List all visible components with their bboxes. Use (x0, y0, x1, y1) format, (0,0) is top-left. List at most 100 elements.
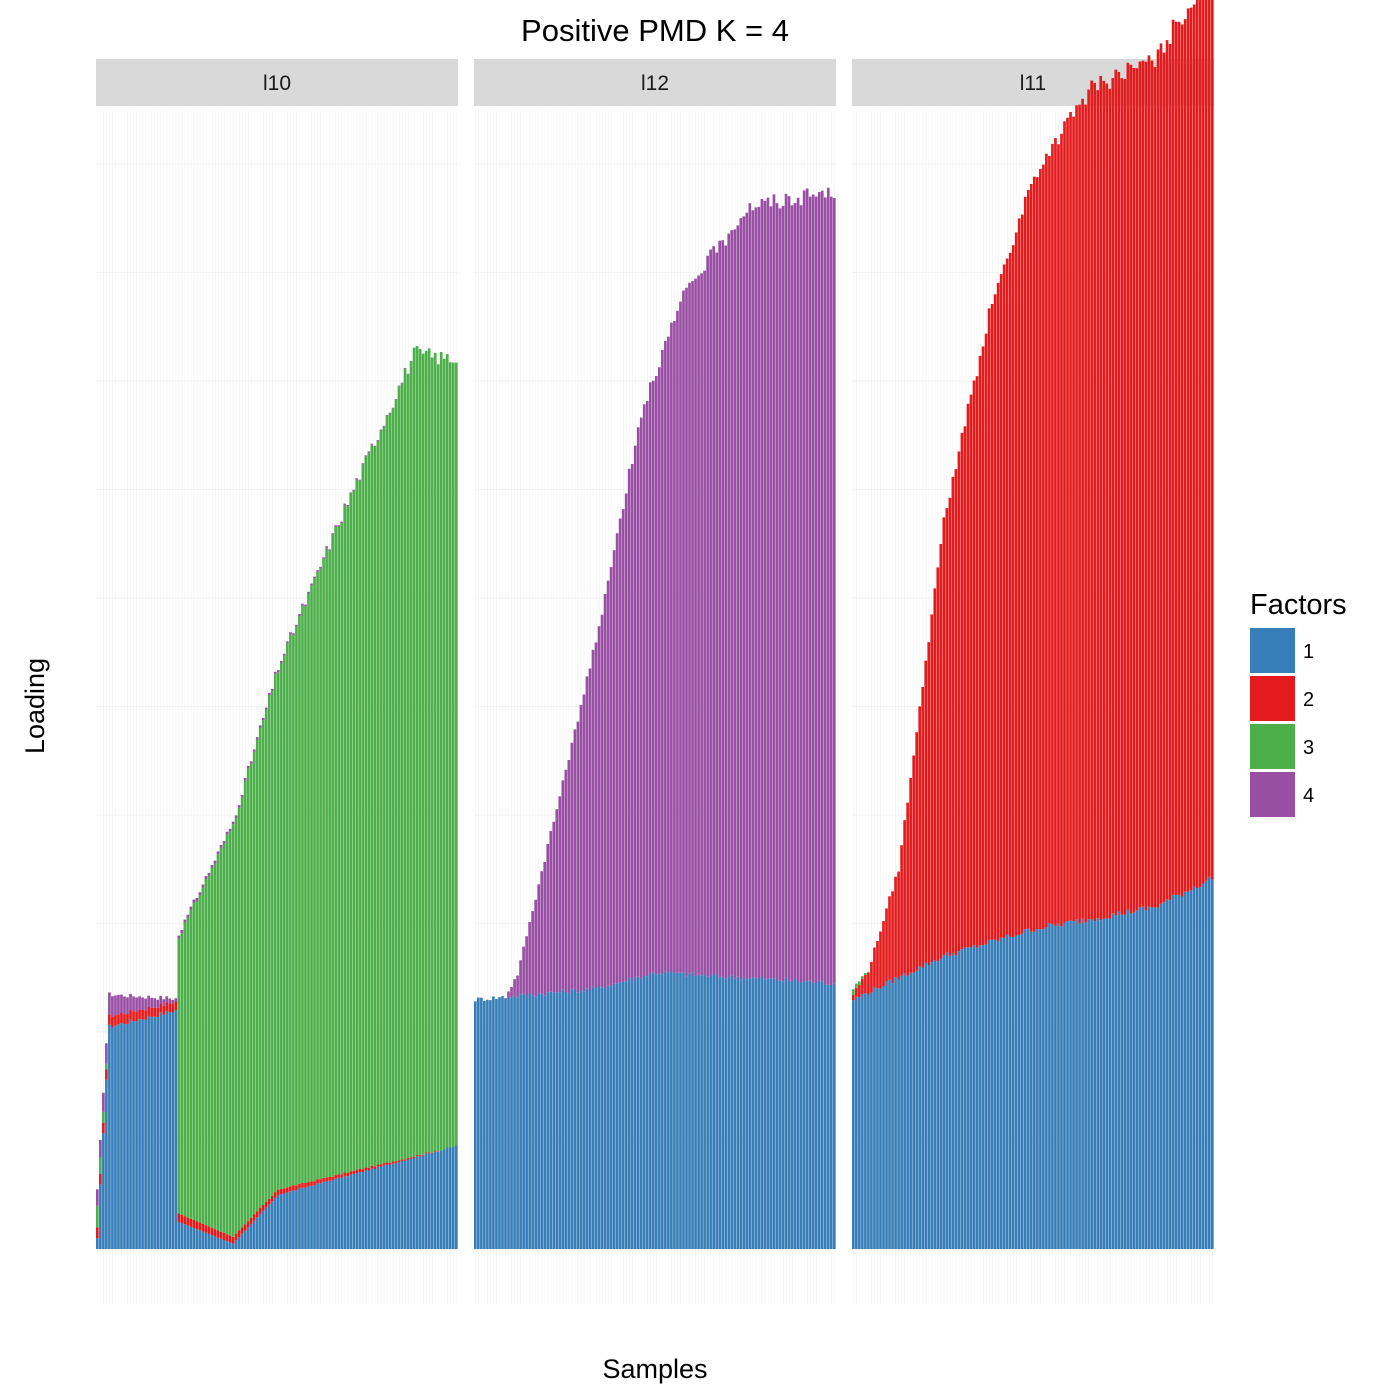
bar-segment-factor-4 (736, 225, 740, 977)
bar-segment-factor-4 (159, 995, 163, 1004)
bar-segment-factor-2 (1186, 8, 1190, 892)
bar-segment-factor-2 (1198, 0, 1202, 888)
bar-segment-factor-2 (286, 1187, 289, 1193)
bar-segment-factor-2 (1054, 138, 1057, 926)
bar-segment-factor-4 (150, 997, 153, 1008)
bar-segment-factor-1 (171, 1012, 175, 1249)
bar-segment-factor-1 (999, 937, 1003, 1249)
bar-segment-factor-3 (325, 547, 328, 1178)
bar-segment-factor-1 (412, 1157, 416, 1249)
bar-segment-factor-1 (900, 975, 903, 1249)
bar-segment-factor-4 (633, 445, 637, 978)
bar-segment-factor-4 (709, 249, 712, 975)
bar-segment-factor-3 (189, 909, 193, 1219)
bar-segment-factor-3 (198, 895, 202, 1223)
bar-segment-factor-2 (1075, 105, 1078, 920)
bar-segment-factor-4 (264, 707, 268, 710)
bar-segment-factor-4 (252, 749, 256, 752)
bar-segment-factor-2 (400, 1159, 404, 1161)
bar-segment-factor-1 (267, 1204, 271, 1249)
bar-segment-factor-1 (1090, 919, 1093, 1249)
bar-segment-factor-2 (912, 755, 915, 973)
bar-segment-factor-4 (739, 218, 743, 981)
bar-segment-factor-1 (99, 1184, 102, 1249)
bar-segment-factor-3 (273, 673, 277, 1193)
bar-segment-factor-1 (1183, 891, 1187, 1249)
bar-segment-factor-2 (261, 1204, 265, 1211)
bar-segment-factor-1 (558, 992, 562, 1249)
bar-segment-factor-4 (751, 210, 755, 978)
bar-segment-factor-2 (108, 1014, 111, 1025)
bar-segment-factor-1 (996, 941, 1000, 1249)
bar-segment-factor-1 (261, 1210, 265, 1249)
bar-segment-factor-1 (1126, 909, 1130, 1249)
bar-segment-factor-2 (391, 1161, 395, 1164)
bar-segment-factor-3 (183, 922, 187, 1217)
bar-segment-factor-1 (322, 1181, 325, 1249)
bar-segment-factor-2 (1204, 0, 1208, 881)
bar-segment-factor-2 (948, 497, 952, 956)
bar-segment-factor-2 (969, 394, 973, 948)
bar-segment-factor-2 (963, 426, 967, 948)
bar-segment-factor-2 (147, 1006, 150, 1016)
bar-segment-factor-4 (510, 986, 513, 998)
bar-segment-factor-1 (1177, 894, 1181, 1249)
bar-segment-factor-1 (811, 982, 815, 1249)
bar-segment-factor-4 (388, 412, 392, 414)
bar-segment-factor-1 (358, 1171, 362, 1249)
legend-title: Factors (1250, 589, 1347, 621)
bar-segment-factor-1 (778, 980, 782, 1249)
bar-segment-factor-2 (1159, 43, 1163, 904)
bar-segment-factor-1 (691, 972, 694, 1249)
bar-segment-factor-4 (249, 761, 253, 764)
bar-segment-factor-1 (775, 980, 779, 1249)
bar-segment-factor-4 (670, 322, 673, 972)
bar-segment-factor-1 (280, 1194, 283, 1249)
bar-segment-factor-1 (1168, 900, 1172, 1249)
bar-segment-factor-1 (969, 947, 973, 1249)
bar-segment-factor-1 (1198, 887, 1202, 1249)
bar-segment-factor-2 (930, 614, 934, 963)
bar-segment-factor-1 (799, 982, 803, 1249)
bar-segment-factor-4 (667, 336, 670, 973)
bar-segment-factor-1 (307, 1186, 310, 1249)
bar-segment-factor-1 (522, 993, 525, 1249)
bar-segment-factor-2 (283, 1188, 286, 1194)
bar-segment-factor-2 (960, 432, 964, 950)
bar-segment-factor-3 (364, 456, 368, 1168)
bar-segment-factor-2 (1129, 64, 1133, 914)
bar-segment-factor-2 (1014, 232, 1018, 936)
bar-segment-factor-1 (676, 972, 679, 1249)
bar-segment-factor-2 (1069, 111, 1072, 921)
bar-segment-factor-1 (1186, 891, 1190, 1249)
bar-segment-factor-1 (264, 1207, 268, 1249)
bar-segment-factor-2 (924, 660, 928, 963)
bar-segment-factor-1 (252, 1220, 256, 1249)
bar-segment-factor-4 (796, 197, 800, 982)
bar-segment-factor-1 (978, 945, 982, 1249)
bar-segment-factor-1 (394, 1163, 398, 1249)
bar-segment-factor-3 (448, 362, 452, 1148)
bar-segment-factor-2 (906, 802, 909, 976)
bar-segment-factor-1 (147, 1015, 150, 1249)
bar-segment-factor-1 (114, 1025, 117, 1249)
bar-segment-factor-2 (331, 1176, 334, 1181)
bar-segment-factor-2 (373, 1166, 377, 1170)
bar-segment-factor-1 (504, 998, 507, 1249)
bar-segment-factor-3 (855, 983, 858, 989)
bar-segment-factor-1 (633, 977, 637, 1249)
bar-segment-factor-1 (1201, 883, 1205, 1249)
bar-segment-factor-3 (228, 831, 232, 1236)
bar-segment-factor-2 (171, 1004, 175, 1013)
bar-segment-factor-1 (630, 981, 634, 1249)
bar-segment-factor-1 (177, 1221, 181, 1249)
bar-segment-factor-2 (186, 1217, 190, 1226)
bar-segment-factor-4 (400, 382, 404, 384)
bar-segment-factor-1 (796, 981, 800, 1249)
bar-segment-factor-1 (1156, 907, 1160, 1249)
bar-segment-factor-4 (310, 583, 313, 586)
bar-segment-factor-2 (105, 1069, 108, 1080)
bar-segment-factor-1 (679, 972, 682, 1249)
bar-segment-factor-1 (225, 1241, 229, 1249)
bar-segment-factor-1 (421, 1155, 425, 1249)
